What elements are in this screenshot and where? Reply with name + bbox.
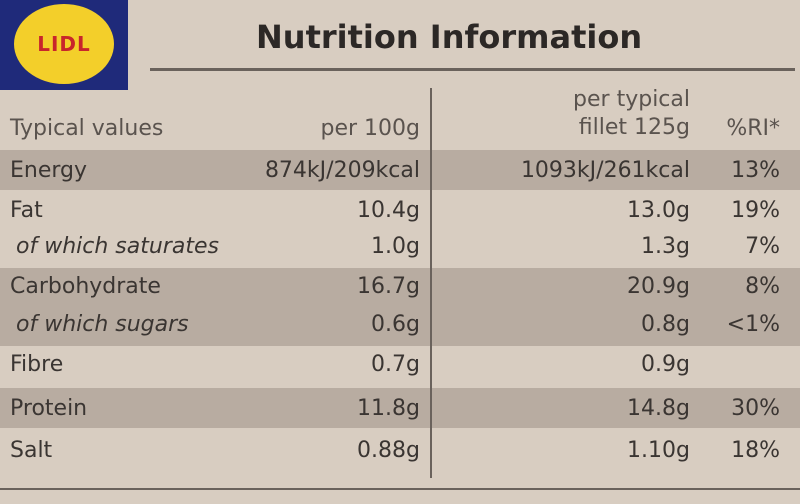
row-value: 1.10g bbox=[627, 438, 690, 463]
row-label: Energy bbox=[10, 158, 88, 183]
row-label: Fibre bbox=[10, 352, 64, 377]
row-label: Salt bbox=[10, 438, 53, 463]
row-value: 20.9g bbox=[627, 274, 690, 299]
row-label: Carbohydrate bbox=[10, 274, 161, 299]
row-value: 10.4g bbox=[357, 198, 420, 223]
row-value: 0.7g bbox=[371, 352, 420, 377]
row-value: 0.9g bbox=[641, 352, 690, 377]
row-band bbox=[0, 388, 800, 428]
header-label: Typical values bbox=[10, 116, 164, 141]
row-value: 13.0g bbox=[627, 198, 690, 223]
row-value: 1.0g bbox=[371, 234, 420, 259]
row-value: 13% bbox=[731, 158, 780, 183]
row-value: 16.7g bbox=[357, 274, 420, 299]
row-value: 874kJ/209kcal bbox=[264, 158, 420, 183]
row-value: 8% bbox=[745, 274, 780, 299]
row-value: 1093kJ/261kcal bbox=[520, 158, 690, 183]
header-per-100g: per 100g bbox=[320, 116, 421, 141]
title: Nutrition Information bbox=[256, 18, 643, 56]
row-value: 11.8g bbox=[357, 396, 420, 421]
column-divider bbox=[430, 88, 432, 478]
row-band bbox=[0, 268, 800, 346]
logo-text: LIDL bbox=[37, 32, 91, 56]
row-value: 14.8g bbox=[627, 396, 690, 421]
row-value: 19% bbox=[731, 198, 780, 223]
row-value: 1.3g bbox=[641, 234, 690, 259]
header-ri: %RI* bbox=[726, 116, 780, 141]
row-label: of which saturates bbox=[16, 234, 219, 259]
row-label: Protein bbox=[10, 396, 88, 421]
logo-circle: LIDL bbox=[14, 4, 114, 84]
row-value: 18% bbox=[731, 438, 780, 463]
logo: LIDL bbox=[0, 0, 128, 90]
bottom-rule bbox=[0, 488, 800, 490]
row-value: 0.88g bbox=[357, 438, 420, 463]
title-rule bbox=[150, 68, 795, 71]
row-value: 30% bbox=[731, 396, 780, 421]
row-value: 7% bbox=[745, 234, 780, 259]
header-per-fillet: per typical fillet 125g bbox=[573, 87, 690, 140]
row-band bbox=[0, 150, 800, 190]
row-label: of which sugars bbox=[16, 312, 189, 337]
row-label: Fat bbox=[10, 198, 43, 223]
row-value: 0.6g bbox=[371, 312, 420, 337]
row-value: 0.8g bbox=[641, 312, 690, 337]
row-value: <1% bbox=[726, 312, 780, 337]
